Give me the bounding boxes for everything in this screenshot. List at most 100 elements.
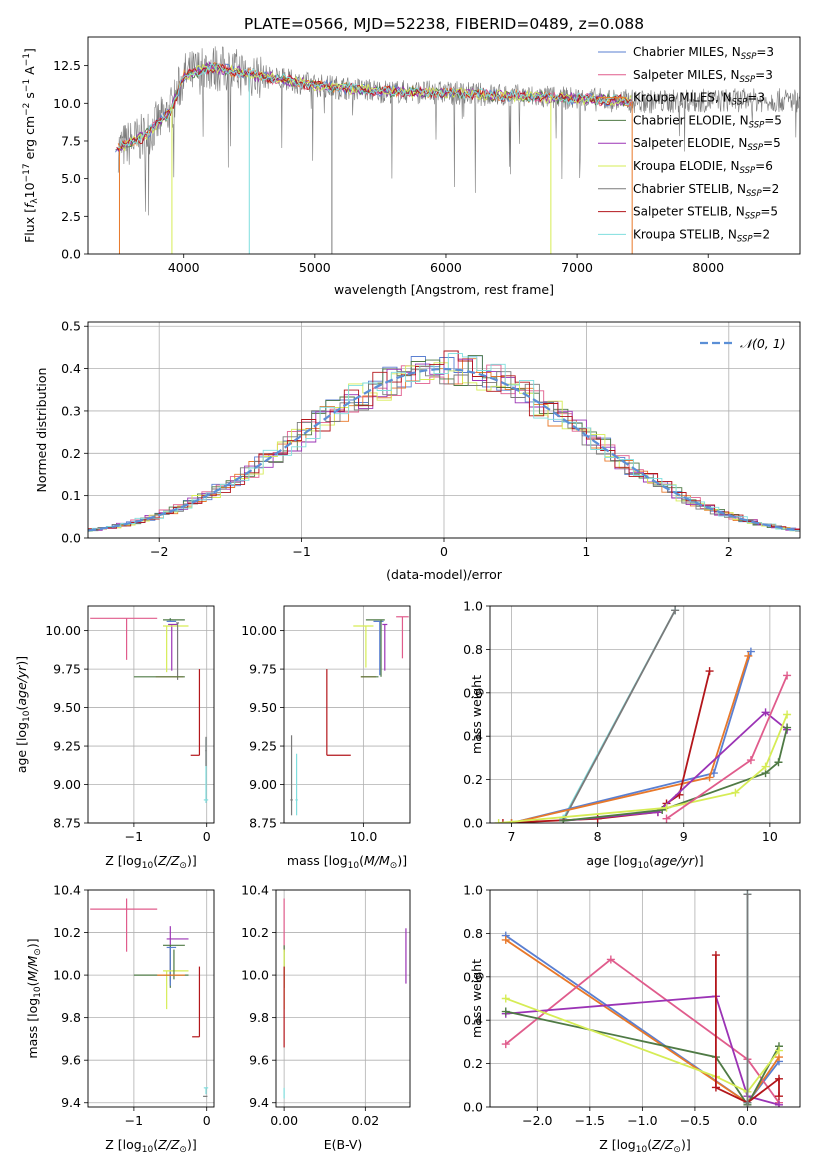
weight-marker: [507, 819, 516, 823]
y-tick-label: 10.00: [45, 623, 81, 638]
y-tick-label: 0.5: [61, 319, 81, 334]
y-tick-label: 0.3: [61, 403, 81, 418]
age_vs_Z-y-axis-label: age [log10(age/yr)]: [14, 656, 32, 773]
residual-hist-chabrier_stelib: [88, 369, 800, 532]
x-tick-label: 5000: [299, 260, 331, 275]
y-tick-label: 10.2: [53, 925, 81, 940]
y-tick-label: 5.0: [61, 171, 81, 186]
weight_vs_Z-x-axis-label: Z [log10(Z/Z⊙)]: [599, 1137, 690, 1155]
y-tick-label: 9.50: [53, 700, 81, 715]
errorbar-point: [163, 618, 185, 621]
spectrum-legend: Chabrier MILES, NSSP=3 Salpeter MILES, NS…: [598, 45, 782, 244]
x-tick-label: −1: [125, 829, 143, 844]
x-tick-label: 7: [508, 829, 516, 844]
y-tick-label: 9.8: [249, 1010, 269, 1025]
y-tick-label: 0.6: [463, 969, 483, 984]
x-tick-label: 0.0: [738, 1113, 758, 1128]
x-tick-label: −0.5: [680, 1113, 710, 1128]
weight_vs_age-x-axis-label: age [log10(age/yr)]: [586, 853, 703, 871]
errorbar-point: [90, 898, 158, 952]
y-tick-label: 0.4: [463, 729, 483, 744]
weight_vs_age-frame: [489, 605, 801, 824]
spectrum-model-salpeter_miles: [116, 62, 632, 152]
weight-marker: [761, 762, 770, 771]
weight-marker: [498, 819, 507, 823]
spectrum-model-kroupa_stelib: [118, 63, 632, 149]
spectrum-model-salpeter_stelib: [116, 63, 632, 151]
y-tick-label: 9.4: [61, 1095, 81, 1110]
errorbar-point: [326, 669, 351, 756]
errorbar-point: [353, 625, 374, 668]
weight-marker: [744, 651, 753, 660]
weight-marker: [783, 723, 792, 732]
weight_vs_age-axes: 7 8 9 10 0.0 0.2 0.4 0.6 0.8 1.0: [463, 599, 800, 844]
legend-label-chabrier_miles: Chabrier MILES, NSSP=3: [633, 45, 774, 62]
y-tick-label: 0.6: [463, 685, 483, 700]
weight-line-salpeter_miles: [505, 958, 780, 1104]
weight-line-kroupa_elodie: [505, 997, 780, 1093]
figure-title: PLATE=0566, MJD=52238, FIBERID=0489, z=0…: [244, 15, 644, 33]
x-tick-label: −1.5: [575, 1113, 605, 1128]
spectrum-data-line: [117, 46, 800, 216]
age_vs_mass-errorbars: [290, 616, 409, 816]
y-tick-label: 9.25: [249, 739, 277, 754]
y-tick-label: 10.00: [241, 623, 277, 638]
weight_vs_age-lines: [494, 606, 792, 823]
y-tick-label: 10.0: [241, 968, 269, 983]
weight-marker: [501, 1040, 510, 1049]
x-tick-label: 2: [725, 544, 733, 559]
y-tick-label: 10.2: [241, 925, 269, 940]
y-tick-label: 0.2: [61, 446, 81, 461]
weight-line-chabrier_stelib: [562, 609, 676, 822]
x-tick-label: 0: [203, 829, 211, 844]
y-tick-label: 12.5: [53, 58, 81, 73]
legend-label-salpeter_stelib: Salpeter STELIB, NSSP=5: [633, 205, 778, 222]
y-tick-label: 1.0: [463, 883, 483, 898]
spectrum-frame: [87, 36, 801, 255]
legend-label-salpeter_elodie: Salpeter ELODIE, NSSP=5: [633, 136, 781, 153]
errorbar-point: [192, 966, 201, 1038]
x-tick-label: −2: [150, 544, 168, 559]
y-tick-label: 0.0: [61, 247, 81, 262]
y-tick-label: 9.25: [53, 739, 81, 754]
weight-line-kroupa_elodie: [498, 714, 788, 823]
errorbar-point: [203, 1087, 209, 1095]
age_vs_Z-frame: [87, 605, 215, 824]
errorbar-point: [365, 619, 385, 677]
errorbar-point: [205, 736, 207, 767]
weight-marker: [606, 955, 615, 964]
y-tick-label: 10.4: [241, 883, 269, 898]
x-tick-label: 0.00: [270, 1113, 298, 1128]
mass_vs_ebv-x-axis-label: E(B-V): [324, 1137, 363, 1152]
age_vs_Z-errorbars: [90, 617, 209, 803]
weight-marker: [774, 1100, 783, 1107]
residuals-frame: [87, 321, 801, 539]
errorbar-point: [163, 625, 189, 673]
y-tick-label: 1.0: [463, 599, 483, 614]
weight-marker: [731, 788, 740, 797]
weight-marker: [711, 1083, 720, 1092]
y-tick-label: 0.0: [463, 1100, 483, 1115]
weight-marker: [662, 803, 671, 812]
y-tick-label: 8.75: [53, 816, 81, 831]
errorbar-point: [396, 616, 409, 659]
spectrum-model-salpeter_elodie: [116, 61, 632, 152]
y-tick-label: 0.8: [463, 642, 483, 657]
weight-marker: [774, 1092, 783, 1101]
legend-label-chabrier_stelib: Chabrier STELIB, NSSP=2: [633, 182, 779, 199]
x-tick-label: 10: [762, 829, 778, 844]
y-tick-label: 10.0: [53, 968, 81, 983]
weight-marker: [783, 710, 792, 719]
x-tick-label: 0.02: [351, 1113, 379, 1128]
age_vs_Z-axes: −1 0 8.75 9.00 9.25 9.50 9.75 10.00: [45, 606, 214, 844]
x-tick-label: 0: [440, 544, 448, 559]
mass_vs_ebv-errorbars: [283, 898, 407, 1099]
legend-label-kroupa_stelib: Kroupa STELIB, NSSP=2: [633, 227, 770, 244]
weight-marker: [746, 647, 755, 656]
spectrum-y-axis-label: Flux [fλ10−17 erg cm−2 s−1 A−1]: [22, 48, 40, 243]
y-tick-label: 2.5: [61, 209, 81, 224]
spectrum-axes: 4000 5000 6000 7000 8000 0.0 2.5 5.0 7.5 10.0 12.5: [53, 58, 724, 275]
legend-label-kroupa_miles: Kroupa MILES, NSSP=3: [633, 91, 765, 108]
errorbar-point: [290, 735, 293, 816]
weight-marker: [743, 1098, 752, 1107]
